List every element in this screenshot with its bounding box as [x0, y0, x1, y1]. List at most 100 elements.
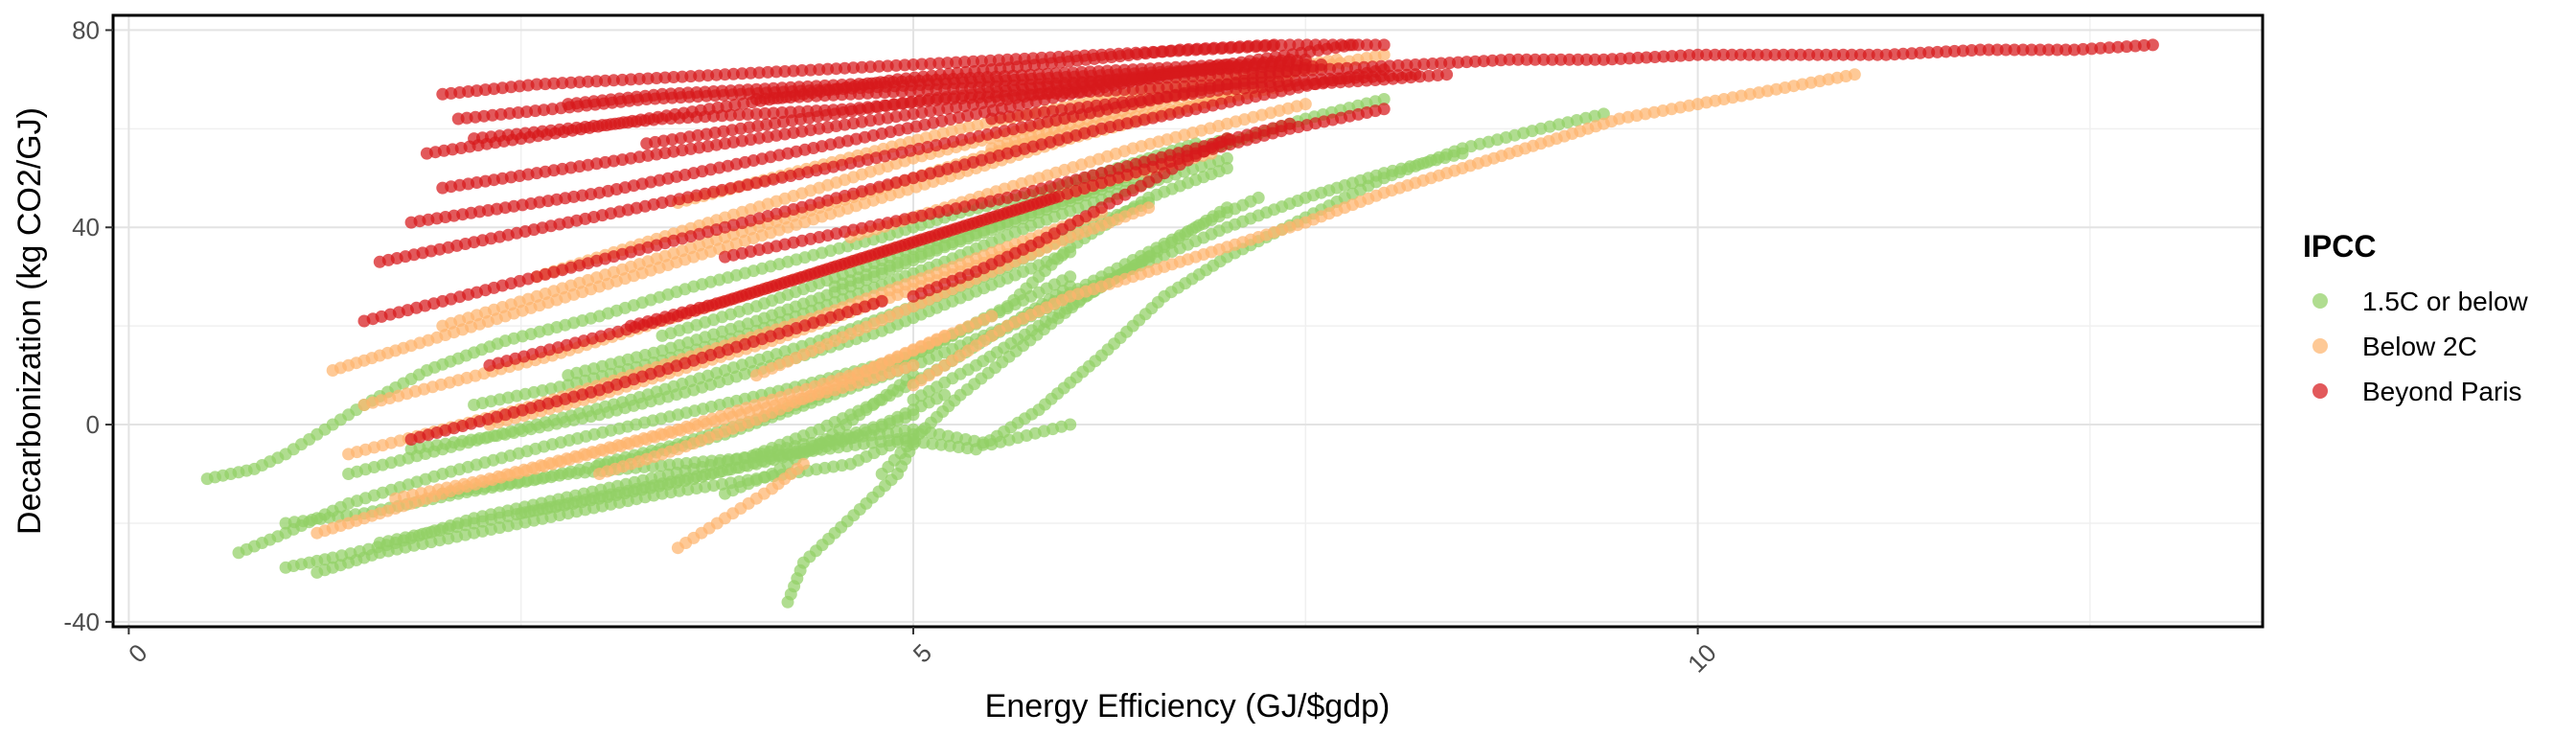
data-point — [2008, 43, 2021, 57]
data-point — [1326, 38, 1340, 52]
data-point — [1580, 53, 1593, 66]
data-point — [1828, 48, 1841, 61]
data-point — [1387, 72, 1399, 85]
data-point — [1529, 53, 1542, 66]
data-point — [1734, 48, 1747, 61]
data-point — [1871, 48, 1884, 61]
data-point — [1982, 43, 1995, 57]
data-point — [1456, 147, 1469, 160]
data-point — [1862, 48, 1875, 61]
x-tick-label: 5 — [908, 638, 937, 668]
legend: IPCC 1.5C or below Below 2C Beyond Paris — [2303, 229, 2529, 406]
x-tick-label: 10 — [1682, 638, 1722, 678]
y-axis-title: Decarbonization (kg CO2/GJ) — [12, 107, 48, 535]
data-point — [1572, 53, 1585, 66]
legend-label: Beyond Paris — [2362, 377, 2522, 406]
data-point — [796, 457, 810, 471]
data-point — [2025, 43, 2038, 57]
data-point — [1691, 48, 1705, 61]
x-axis-title: Energy Efficiency (GJ/$gdp) — [985, 688, 1391, 724]
data-point — [1820, 48, 1833, 61]
data-point — [2146, 38, 2159, 52]
legend-marker — [2312, 383, 2328, 399]
data-point — [1431, 69, 1444, 81]
data-point — [1853, 48, 1867, 61]
data-point — [2051, 43, 2064, 57]
x-axis-ticks: 0 5 10 — [123, 627, 1722, 678]
data-point — [1794, 48, 1807, 61]
x-tick-label: 0 — [123, 638, 152, 668]
data-point — [1299, 98, 1312, 111]
data-point — [985, 310, 999, 323]
data-point — [1597, 107, 1610, 121]
data-points — [200, 38, 2159, 609]
y-tick-label: 80 — [72, 15, 100, 44]
data-point — [1377, 38, 1391, 52]
data-point — [1377, 93, 1391, 105]
data-point — [1751, 48, 1764, 61]
data-point — [1803, 48, 1816, 61]
data-point — [1760, 48, 1773, 61]
data-point — [1292, 38, 1305, 52]
data-point — [1563, 53, 1576, 66]
data-point — [1220, 201, 1233, 215]
data-point — [1360, 38, 1373, 52]
data-point — [2034, 43, 2047, 57]
y-tick-label: 0 — [86, 410, 100, 439]
data-point — [1064, 418, 1077, 431]
data-point — [1836, 48, 1850, 61]
data-point — [1440, 68, 1454, 81]
data-point — [1064, 245, 1077, 259]
legend-title: IPCC — [2303, 229, 2376, 264]
data-point — [1537, 53, 1551, 66]
data-point — [875, 294, 888, 308]
data-point — [1300, 38, 1314, 52]
data-point — [1990, 43, 2004, 57]
data-point — [1283, 38, 1297, 52]
data-point — [1716, 48, 1730, 61]
data-point — [1377, 73, 1391, 86]
data-point — [2059, 43, 2073, 57]
data-point — [1299, 53, 1312, 66]
series-beyond-paris — [357, 38, 2159, 446]
data-point — [1220, 132, 1233, 146]
data-point — [1283, 117, 1297, 130]
data-point — [1351, 38, 1365, 52]
plot-border — [111, 13, 2265, 629]
data-point — [1768, 48, 1782, 61]
data-point — [1546, 53, 1559, 66]
data-point — [1142, 201, 1156, 215]
data-point — [1377, 48, 1391, 61]
data-point — [1700, 48, 1713, 61]
data-point — [2042, 43, 2056, 57]
data-point — [1503, 53, 1516, 66]
data-point — [1725, 48, 1738, 61]
y-tick-label: 40 — [72, 213, 100, 242]
data-point — [1999, 43, 2012, 57]
data-point — [1588, 53, 1601, 66]
data-point — [1252, 191, 1265, 204]
y-tick-label: -40 — [63, 608, 100, 636]
data-point — [1220, 151, 1233, 165]
data-point — [1742, 48, 1756, 61]
legend-marker — [2312, 338, 2328, 354]
data-point — [1785, 48, 1799, 61]
data-point — [1422, 69, 1436, 82]
data-point — [1811, 48, 1825, 61]
data-point — [1335, 38, 1347, 52]
data-point — [1777, 48, 1790, 61]
data-point — [1511, 53, 1525, 66]
data-point — [1709, 48, 1721, 61]
data-point — [1520, 53, 1533, 66]
data-point — [2016, 43, 2030, 57]
y-axis-ticks: -40 0 40 80 — [63, 15, 113, 636]
data-point — [1220, 162, 1233, 174]
data-point — [1395, 71, 1409, 84]
data-point — [1318, 38, 1331, 52]
data-point — [1343, 38, 1356, 52]
data-point — [1845, 48, 1858, 61]
data-point — [938, 388, 952, 402]
data-point — [1554, 53, 1568, 66]
data-point — [1377, 103, 1391, 116]
data-point — [1368, 38, 1382, 52]
